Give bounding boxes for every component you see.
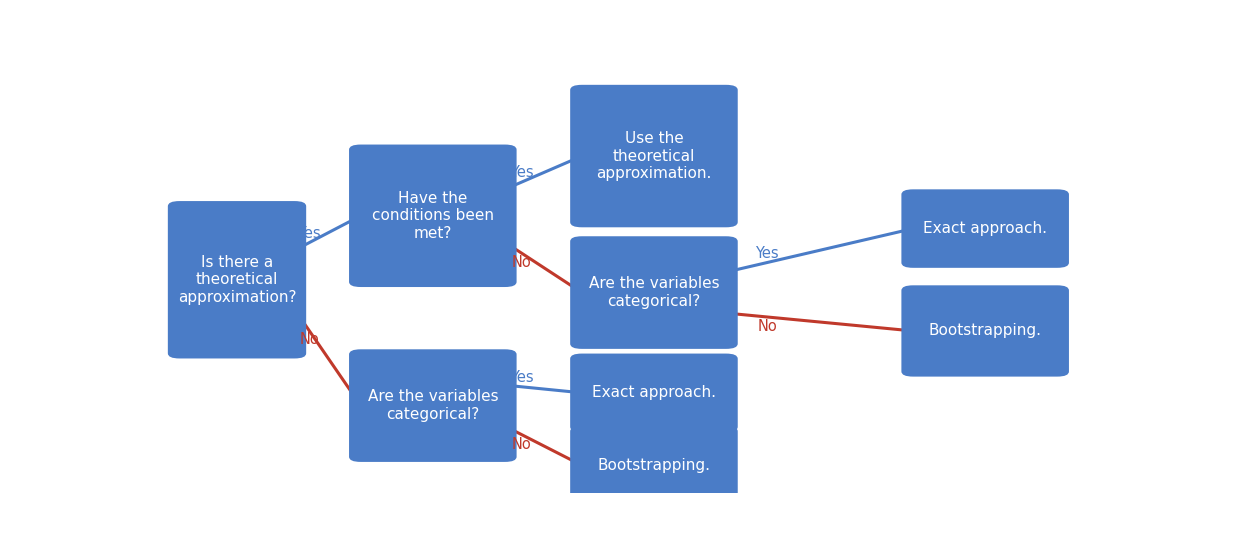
Text: Are the variables
categorical?: Are the variables categorical? [367,389,498,422]
FancyBboxPatch shape [168,201,307,358]
Text: No: No [299,332,319,347]
Text: Yes: Yes [297,226,321,241]
FancyBboxPatch shape [901,285,1068,377]
Text: Exact approach.: Exact approach. [923,221,1047,236]
Text: Yes: Yes [510,165,534,180]
Text: No: No [757,319,777,334]
Text: Yes: Yes [755,245,779,260]
FancyBboxPatch shape [901,189,1068,268]
FancyBboxPatch shape [571,353,738,432]
FancyBboxPatch shape [571,236,738,349]
FancyBboxPatch shape [349,145,517,287]
Text: Have the
conditions been
met?: Have the conditions been met? [372,191,494,240]
FancyBboxPatch shape [571,426,738,505]
Text: Use the
theoretical
approximation.: Use the theoretical approximation. [596,131,711,181]
Text: Are the variables
categorical?: Are the variables categorical? [588,276,719,309]
Text: No: No [512,255,532,270]
FancyBboxPatch shape [571,85,738,227]
Text: Bootstrapping.: Bootstrapping. [929,324,1042,338]
Text: Exact approach.: Exact approach. [592,386,716,401]
Text: Yes: Yes [510,370,534,385]
FancyBboxPatch shape [349,350,517,462]
Text: No: No [512,437,532,452]
Text: Is there a
theoretical
approximation?: Is there a theoretical approximation? [177,255,297,305]
Text: Bootstrapping.: Bootstrapping. [597,458,710,473]
